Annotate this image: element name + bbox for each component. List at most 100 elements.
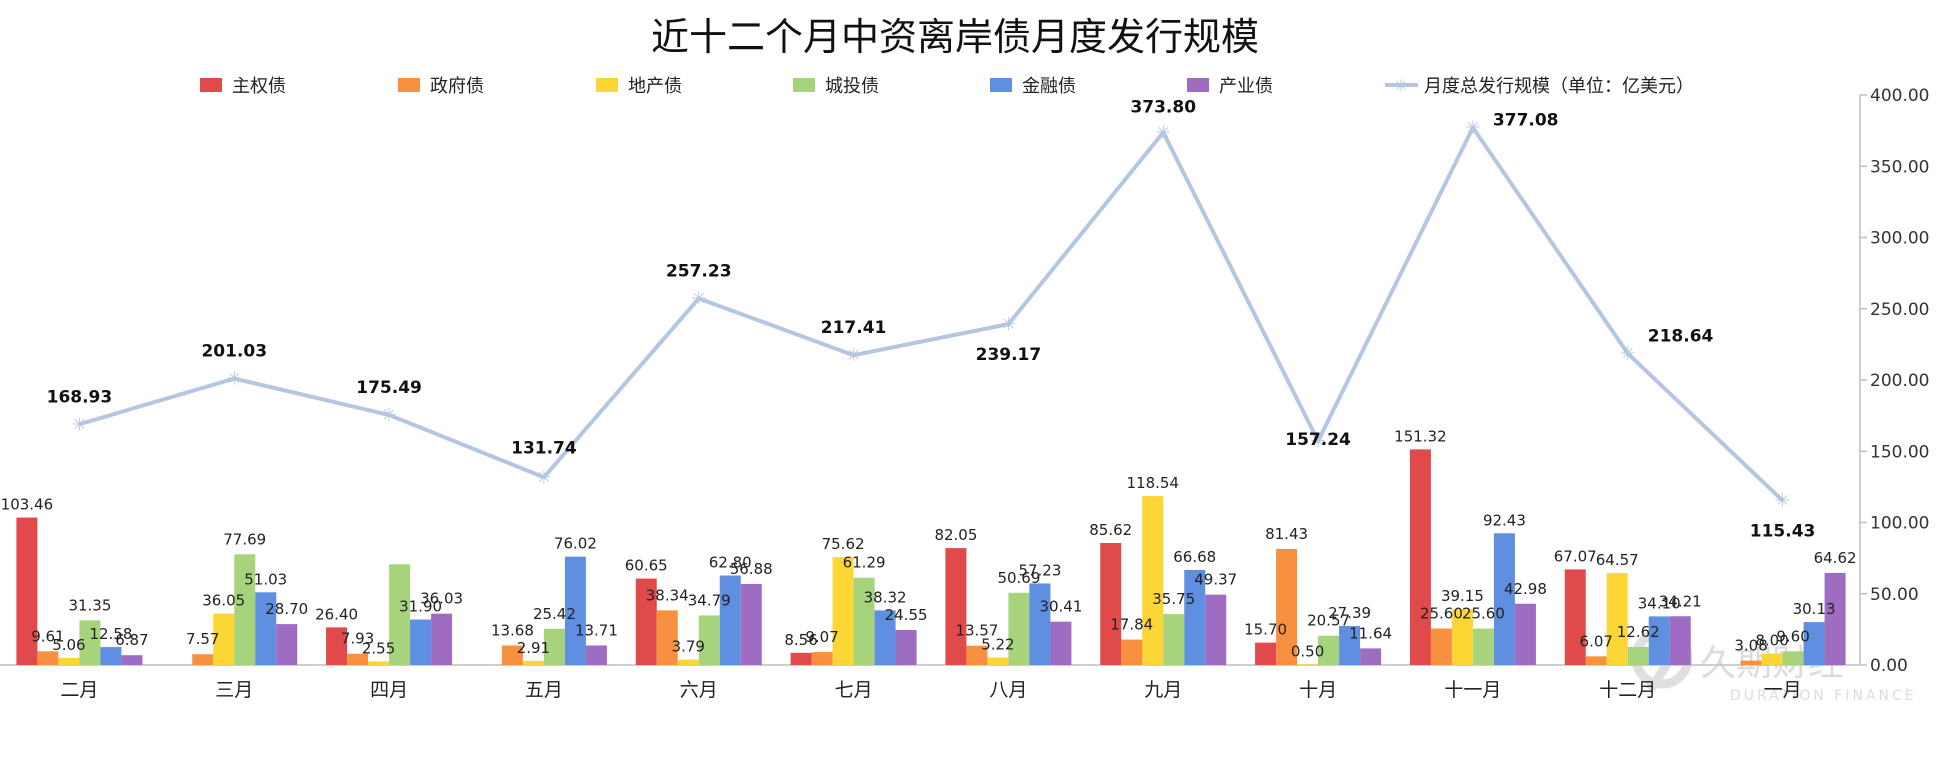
bar-data-label: 82.05	[934, 526, 977, 544]
bar-data-label: 64.57	[1596, 551, 1639, 569]
bar-data-label: 49.37	[1194, 571, 1237, 589]
y-tick-label: 350.00	[1870, 157, 1929, 177]
category-label: 八月	[989, 679, 1027, 701]
bar	[1008, 592, 1030, 665]
bar-data-label: 30.41	[1039, 598, 1082, 616]
y-tick-label: 250.00	[1870, 300, 1929, 320]
bar	[1585, 656, 1607, 665]
bar-data-label: 151.32	[1394, 427, 1447, 445]
bar	[1318, 635, 1340, 665]
bar	[1029, 583, 1051, 665]
category-label: 十二月	[1599, 679, 1656, 701]
category-label: 九月	[1144, 679, 1182, 701]
bar-data-label: 27.39	[1328, 604, 1371, 622]
bar-data-label: 81.43	[1265, 525, 1308, 543]
legend-swatch-4	[990, 78, 1012, 92]
line-point-marker-icon: ✳	[382, 405, 397, 426]
legend-label-0: 主权债	[232, 76, 286, 97]
bar	[564, 556, 586, 665]
line-data-label: 131.74	[511, 438, 577, 458]
bar-data-label: 20.57	[1307, 612, 1350, 630]
bar	[255, 592, 277, 665]
bar	[656, 610, 678, 665]
bar-data-label: 15.70	[1244, 621, 1287, 639]
bar	[1184, 569, 1206, 665]
bar-data-label: 77.69	[223, 530, 266, 548]
bar	[276, 624, 298, 665]
bar-data-label: 64.62	[1814, 549, 1857, 567]
bar-data-label: 39.15	[1441, 587, 1484, 605]
bar	[37, 651, 59, 665]
bar	[121, 655, 143, 665]
bar-data-label: 3.08	[1734, 637, 1767, 655]
line-data-label: 373.80	[1130, 97, 1196, 117]
bar-data-label: 5.06	[52, 636, 85, 654]
bar-data-label: 60.65	[625, 557, 668, 575]
bar-data-label: 9.61	[31, 627, 64, 645]
bar	[234, 554, 256, 665]
bar	[719, 575, 741, 665]
line-point-marker-icon: ✳	[227, 369, 242, 390]
category-label: 十月	[1299, 679, 1337, 701]
bar	[192, 654, 214, 665]
y-tick-label: 150.00	[1870, 442, 1929, 462]
legend: 主权债 政府债 地产债 城投债 金融债 产业债 ✳ 月度总发行规模（单位：亿美元）	[200, 76, 1694, 97]
total-line-path	[78, 125, 1784, 502]
line-data-label: 377.08	[1493, 111, 1559, 131]
bars	[16, 449, 1846, 665]
bar-data-label: 13.71	[575, 621, 618, 639]
bar-data-label: 118.54	[1127, 474, 1180, 492]
category-axis: 二月 三月 四月 五月 六月 七月 八月 九月 十月 十一月 十二月 一月	[60, 679, 1801, 701]
line-point-marker-icon: ✳	[1465, 118, 1480, 139]
bar-data-label: 85.62	[1089, 521, 1132, 539]
line-point-marker-icon: ✳	[1311, 431, 1326, 452]
bar	[1142, 496, 1164, 665]
bar	[389, 564, 411, 665]
bar-data-label: 6.87	[115, 631, 148, 649]
bar	[1740, 660, 1762, 665]
bar	[100, 647, 122, 665]
bar	[368, 661, 390, 665]
bar-data-label: 9.07	[805, 628, 838, 646]
bar	[832, 557, 854, 665]
bar-data-label: 42.98	[1504, 580, 1547, 598]
bar	[1163, 614, 1185, 665]
bar-data-label: 25.42	[533, 605, 576, 623]
bar-data-label: 30.13	[1793, 600, 1836, 618]
bar-data-label: 7.57	[186, 630, 219, 648]
line-data-label: 239.17	[976, 345, 1042, 365]
bar	[1493, 533, 1515, 665]
bar	[1100, 542, 1122, 665]
bar-data-label: 61.29	[843, 554, 886, 572]
bar-data-label: 12.62	[1617, 623, 1660, 641]
line-data-label: 257.23	[666, 261, 732, 281]
bar-data-label: 76.02	[554, 535, 597, 553]
bar-data-label: 31.90	[399, 598, 442, 616]
line-point-marker-icon: ✳	[1156, 122, 1171, 143]
bar	[1824, 572, 1846, 665]
bar	[347, 653, 369, 665]
bar	[1564, 569, 1586, 665]
bar-data-label: 0.50	[1291, 642, 1324, 660]
category-label: 二月	[60, 679, 98, 701]
bar-data-label: 28.70	[265, 600, 308, 618]
bar-data-label: 5.22	[981, 636, 1014, 654]
bar	[698, 615, 720, 665]
bar-data-label: 38.34	[646, 586, 689, 604]
line-data-label: 157.24	[1285, 430, 1351, 450]
legend-label-3: 城投债	[825, 76, 879, 97]
bar-data-label: 8.00	[1755, 632, 1788, 650]
bar	[1205, 594, 1227, 665]
line-data-label: 168.93	[47, 387, 113, 407]
bar	[326, 627, 348, 665]
bar	[1255, 642, 1277, 665]
y-tick-label: 50.00	[1870, 585, 1919, 605]
bar-data-label: 11.64	[1349, 624, 1392, 642]
total-line: ✳ 168.93 ✳ 201.03 ✳ 175.49 ✳ 131.74 ✳ 257.23 ✳ 217.…	[47, 97, 1816, 541]
bar	[945, 548, 967, 665]
bar	[79, 620, 101, 665]
bar	[1803, 622, 1825, 665]
bar-data-label: 51.03	[244, 570, 287, 588]
bar-data-label: 8.56	[784, 631, 817, 649]
bar	[1121, 639, 1143, 665]
